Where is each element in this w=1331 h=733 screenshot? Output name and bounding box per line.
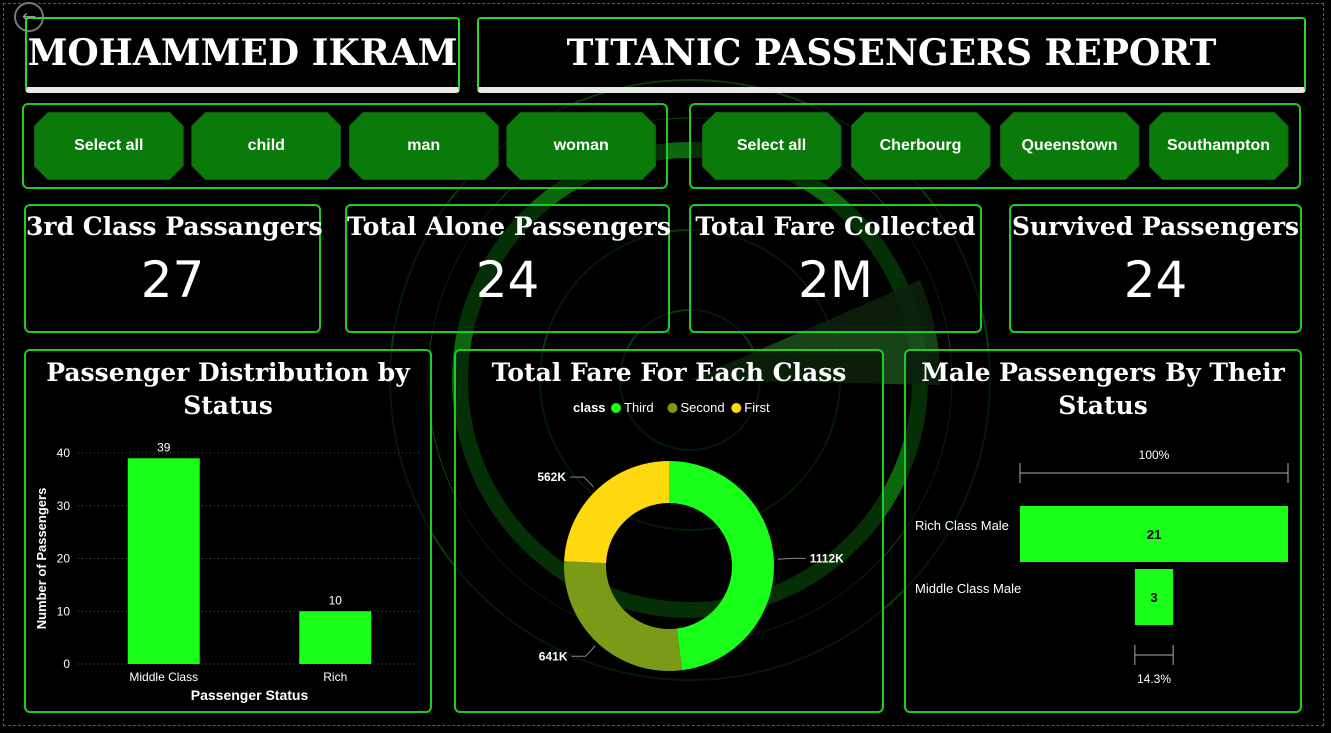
funnel-data-label: 3 xyxy=(1150,590,1157,605)
who-child-label: child xyxy=(247,137,285,154)
kpi-fare-value: 2M xyxy=(798,251,873,309)
bar-chart-panel: Passenger Distribution by Status 0 10 20 30… xyxy=(24,349,432,713)
funnel-bottom-percent: 14.3% xyxy=(1137,672,1171,686)
bar-data-label: 10 xyxy=(329,593,343,607)
kpi-third-class: 3rd Class Passangers 27 xyxy=(24,204,323,333)
who-woman-label: woman xyxy=(553,137,609,154)
town-southampton-label: Southampton xyxy=(1166,137,1271,154)
legend-second-label[interactable]: Second xyxy=(681,400,725,415)
donut-chart: class Third Second First 1112K 641K 562K xyxy=(537,400,844,671)
donut-slice-third[interactable] xyxy=(669,461,774,671)
town-cherbourg-button[interactable]: Cherbourg xyxy=(851,112,991,180)
kpi-total-fare: Total Fare Collected 2M xyxy=(689,204,982,333)
kpi-third-class-label: 3rd Class Passangers xyxy=(26,212,323,241)
who-woman-button[interactable]: woman xyxy=(506,112,656,180)
kpi-fare-label: Total Fare Collected xyxy=(695,212,976,241)
legend-first-label[interactable]: First xyxy=(744,400,770,415)
town-southampton-button[interactable]: Southampton xyxy=(1149,112,1289,180)
report-title: TITANIC PASSENGERS REPORT xyxy=(477,17,1306,93)
bar-y-tick: 0 xyxy=(63,657,70,671)
who-select-all-button[interactable]: Select all xyxy=(34,112,184,180)
funnel-bar-rich-class-male[interactable] xyxy=(1020,506,1288,562)
donut-data-label: 562K xyxy=(537,470,566,484)
kpi-alone-value: 24 xyxy=(475,251,540,309)
funnel-chart-title: Male Passengers By Their Status xyxy=(921,358,1285,420)
kpi-survived: Survived Passengers 24 xyxy=(1009,204,1302,333)
donut-slice-first[interactable] xyxy=(564,461,669,564)
who-child-button[interactable]: child xyxy=(191,112,341,180)
legend-first-marker xyxy=(731,403,742,413)
town-queenstown-label: Queenstown xyxy=(1021,137,1118,154)
funnel-category-label: Middle Class Male xyxy=(915,581,1021,596)
funnel-category-label: Rich Class Male xyxy=(915,518,1009,533)
author-title: MOHAMMED IKRAM xyxy=(25,17,460,93)
donut-leader-line xyxy=(570,476,595,488)
funnel-chart: 100% 21 Rich Class Male 3 Middle Class Male 1… xyxy=(915,448,1289,686)
funnel-data-label: 21 xyxy=(1147,527,1161,542)
donut-leader-line xyxy=(571,645,596,657)
legend-third-label[interactable]: Third xyxy=(624,400,654,415)
donut-slice-second[interactable] xyxy=(564,561,682,671)
report-frame xyxy=(3,3,1324,726)
town-select-all-button[interactable]: Select all xyxy=(702,112,842,180)
legend-third-marker xyxy=(611,403,621,413)
funnel-bar-middle-class-male[interactable] xyxy=(1134,569,1174,625)
bar-y-axis-title: Number of Passengers xyxy=(34,488,49,630)
who-select-all-label: Select all xyxy=(74,137,144,154)
bar-x-tick: Middle Class xyxy=(129,670,198,684)
who-man-label: man xyxy=(407,137,441,154)
kpi-survived-value: 24 xyxy=(1123,251,1188,309)
who-slicer: Select all child man woman xyxy=(22,103,668,189)
funnel-top-percent: 100% xyxy=(1139,448,1170,462)
donut-data-label: 641K xyxy=(539,649,568,663)
kpi-third-class-value: 27 xyxy=(140,251,205,309)
bar-chart: 0 10 20 30 40 39 Middle Class 10 Rich Passenger S… xyxy=(34,440,421,703)
town-select-all-label: Select all xyxy=(736,137,807,154)
bar-data-label: 39 xyxy=(157,440,171,454)
town-queenstown-button[interactable]: Queenstown xyxy=(1000,112,1140,180)
embark-town-slicer: Select all Cherbourg Queenstown Southamp… xyxy=(689,103,1301,189)
donut-leader-line xyxy=(777,557,806,560)
bar-x-tick: Rich xyxy=(323,670,347,684)
funnel-chart-panel: Male Passengers By Their Status 100% 21 Ri… xyxy=(904,349,1302,713)
bar-y-tick: 30 xyxy=(57,499,71,513)
donut-chart-title: Total Fare For Each Class xyxy=(491,358,847,387)
who-man-button[interactable]: man xyxy=(349,112,499,180)
kpi-survived-label: Survived Passengers xyxy=(1011,212,1300,241)
town-cherbourg-label: Cherbourg xyxy=(879,137,962,154)
bar-middle-class[interactable] xyxy=(127,458,200,664)
bar-x-axis-title: Passenger Status xyxy=(191,687,309,703)
donut-chart-panel: Total Fare For Each Class class Third Seco… xyxy=(454,349,884,713)
bar-rich[interactable] xyxy=(299,611,372,664)
legend-second-marker xyxy=(667,403,678,413)
legend-title: class xyxy=(573,400,606,415)
bar-y-tick: 20 xyxy=(57,552,71,566)
bar-y-tick: 10 xyxy=(57,604,71,618)
bar-chart-title: Passenger Distribution by Status xyxy=(46,358,410,420)
kpi-alone-passengers: Total Alone Passengers 24 xyxy=(345,204,671,333)
bar-y-tick: 40 xyxy=(57,446,71,460)
kpi-alone-label: Total Alone Passengers xyxy=(347,212,671,241)
donut-data-label: 1112K xyxy=(810,551,844,565)
